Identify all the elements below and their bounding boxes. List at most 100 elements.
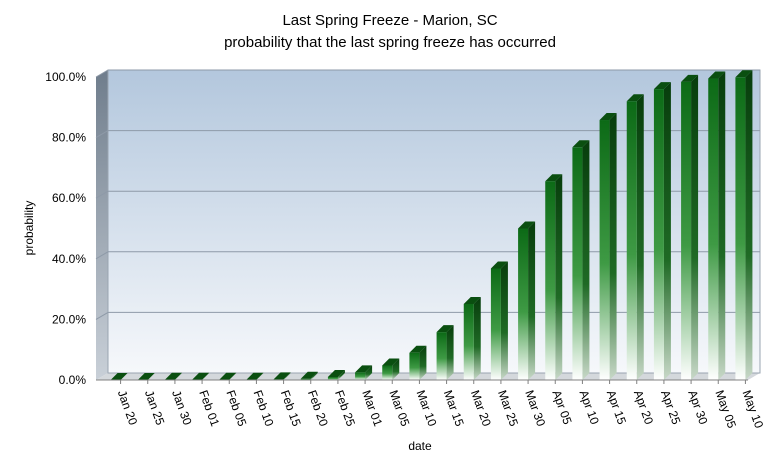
x-tick-label: Mar 30	[522, 388, 548, 428]
chart-subtitle: probability that the last spring freeze …	[224, 34, 556, 51]
bar-side	[745, 70, 753, 380]
y-tick-label: 40.0%	[52, 252, 86, 266]
bar-front	[518, 228, 529, 380]
bar	[382, 358, 400, 380]
bar-side	[256, 372, 264, 380]
bar	[545, 174, 563, 380]
bar-top	[273, 372, 291, 380]
chart-title: Last Spring Freeze - Marion, SC	[282, 12, 497, 29]
y-tick-label: 80.0%	[52, 131, 86, 145]
x-tick-label: Mar 10	[414, 388, 440, 428]
bar-top	[355, 365, 373, 373]
bar-front	[463, 303, 474, 380]
x-tick-label: Apr 25	[658, 388, 683, 426]
x-tick-label: Mar 15	[441, 388, 467, 428]
x-tick-label: Feb 10	[251, 388, 277, 428]
bar-front	[626, 101, 637, 381]
x-tick-label: Apr 10	[577, 388, 602, 426]
gridlines	[95, 69, 760, 320]
gridline-side	[95, 190, 109, 199]
x-tick-label: Feb 05	[223, 388, 249, 428]
bar-side	[582, 140, 590, 380]
bar-front	[327, 376, 338, 380]
bar-side	[609, 113, 617, 380]
bar-top	[300, 371, 318, 379]
bar-top	[436, 325, 454, 333]
x-tick-label: Mar 05	[386, 388, 412, 428]
bar-side	[636, 94, 644, 381]
bar-front	[355, 372, 366, 380]
bar-top	[246, 372, 264, 380]
bar-side	[174, 372, 182, 380]
bar-side	[337, 369, 345, 380]
x-tick-label: Apr 05	[549, 388, 574, 426]
bar-side	[229, 372, 237, 380]
bar-top	[382, 358, 400, 366]
x-tick-label: Jan 20	[115, 388, 141, 427]
x-tick-label: Feb 01	[196, 388, 222, 428]
bar	[436, 325, 454, 380]
bar	[735, 70, 753, 380]
x-tick-label: Mar 25	[495, 388, 521, 428]
bar	[681, 74, 699, 381]
bar-top	[192, 372, 210, 380]
bar	[409, 345, 427, 380]
bar-top	[545, 174, 563, 182]
bar-side	[500, 261, 508, 380]
x-tick-label: Mar 20	[468, 388, 494, 428]
bar-front	[572, 147, 583, 380]
bar-side	[446, 325, 454, 380]
bar	[708, 71, 726, 380]
bar-side	[555, 174, 563, 380]
gridline-side	[95, 251, 109, 260]
x-tick-label: Jan 25	[142, 388, 168, 427]
bar	[300, 371, 318, 380]
bar-side	[283, 372, 291, 380]
x-tick-label: Apr 30	[685, 388, 710, 426]
x-tick-label: Jan 30	[169, 388, 195, 427]
y-tick-label: 60.0%	[52, 191, 86, 205]
x-tick-label: Apr 20	[631, 388, 656, 426]
x-tick-label: May 05	[712, 388, 739, 430]
bar-top	[164, 372, 182, 380]
bar-top	[409, 345, 427, 353]
bar-front	[735, 77, 746, 380]
bar-top	[137, 373, 155, 380]
x-tick-label: Apr 15	[604, 388, 629, 426]
bar-front	[653, 89, 664, 381]
bar-front	[300, 378, 311, 380]
bar-front	[490, 268, 501, 380]
bar-side	[528, 221, 536, 380]
bar-side	[663, 82, 671, 381]
bar-side	[473, 296, 481, 380]
bar-top	[327, 369, 345, 377]
plot-floor	[96, 373, 760, 380]
bar	[572, 140, 590, 380]
bar-side	[365, 365, 373, 380]
y-axis-label: probability	[22, 201, 36, 256]
bar-top	[626, 94, 644, 102]
bar-front	[409, 352, 420, 380]
x-tick-label: Feb 15	[278, 388, 304, 428]
bar	[327, 369, 345, 380]
bar-top	[490, 261, 508, 269]
bar	[653, 82, 671, 381]
bar-top	[219, 372, 237, 380]
y-tick-label: 100.0%	[45, 70, 86, 84]
bar-top	[681, 74, 699, 82]
bar-front	[436, 332, 447, 380]
bar-side	[419, 345, 427, 380]
bar-front	[382, 365, 393, 380]
gridline-side	[95, 69, 109, 78]
x-tick-label: Mar 01	[359, 388, 385, 428]
bar	[463, 296, 481, 380]
plot-side-wall	[96, 70, 108, 380]
bar-top	[110, 373, 128, 380]
bar-side	[202, 372, 210, 380]
bar	[626, 94, 644, 381]
bar	[518, 221, 536, 380]
bar-front	[708, 78, 719, 380]
bar-top	[735, 70, 753, 78]
bar-side	[310, 371, 318, 380]
